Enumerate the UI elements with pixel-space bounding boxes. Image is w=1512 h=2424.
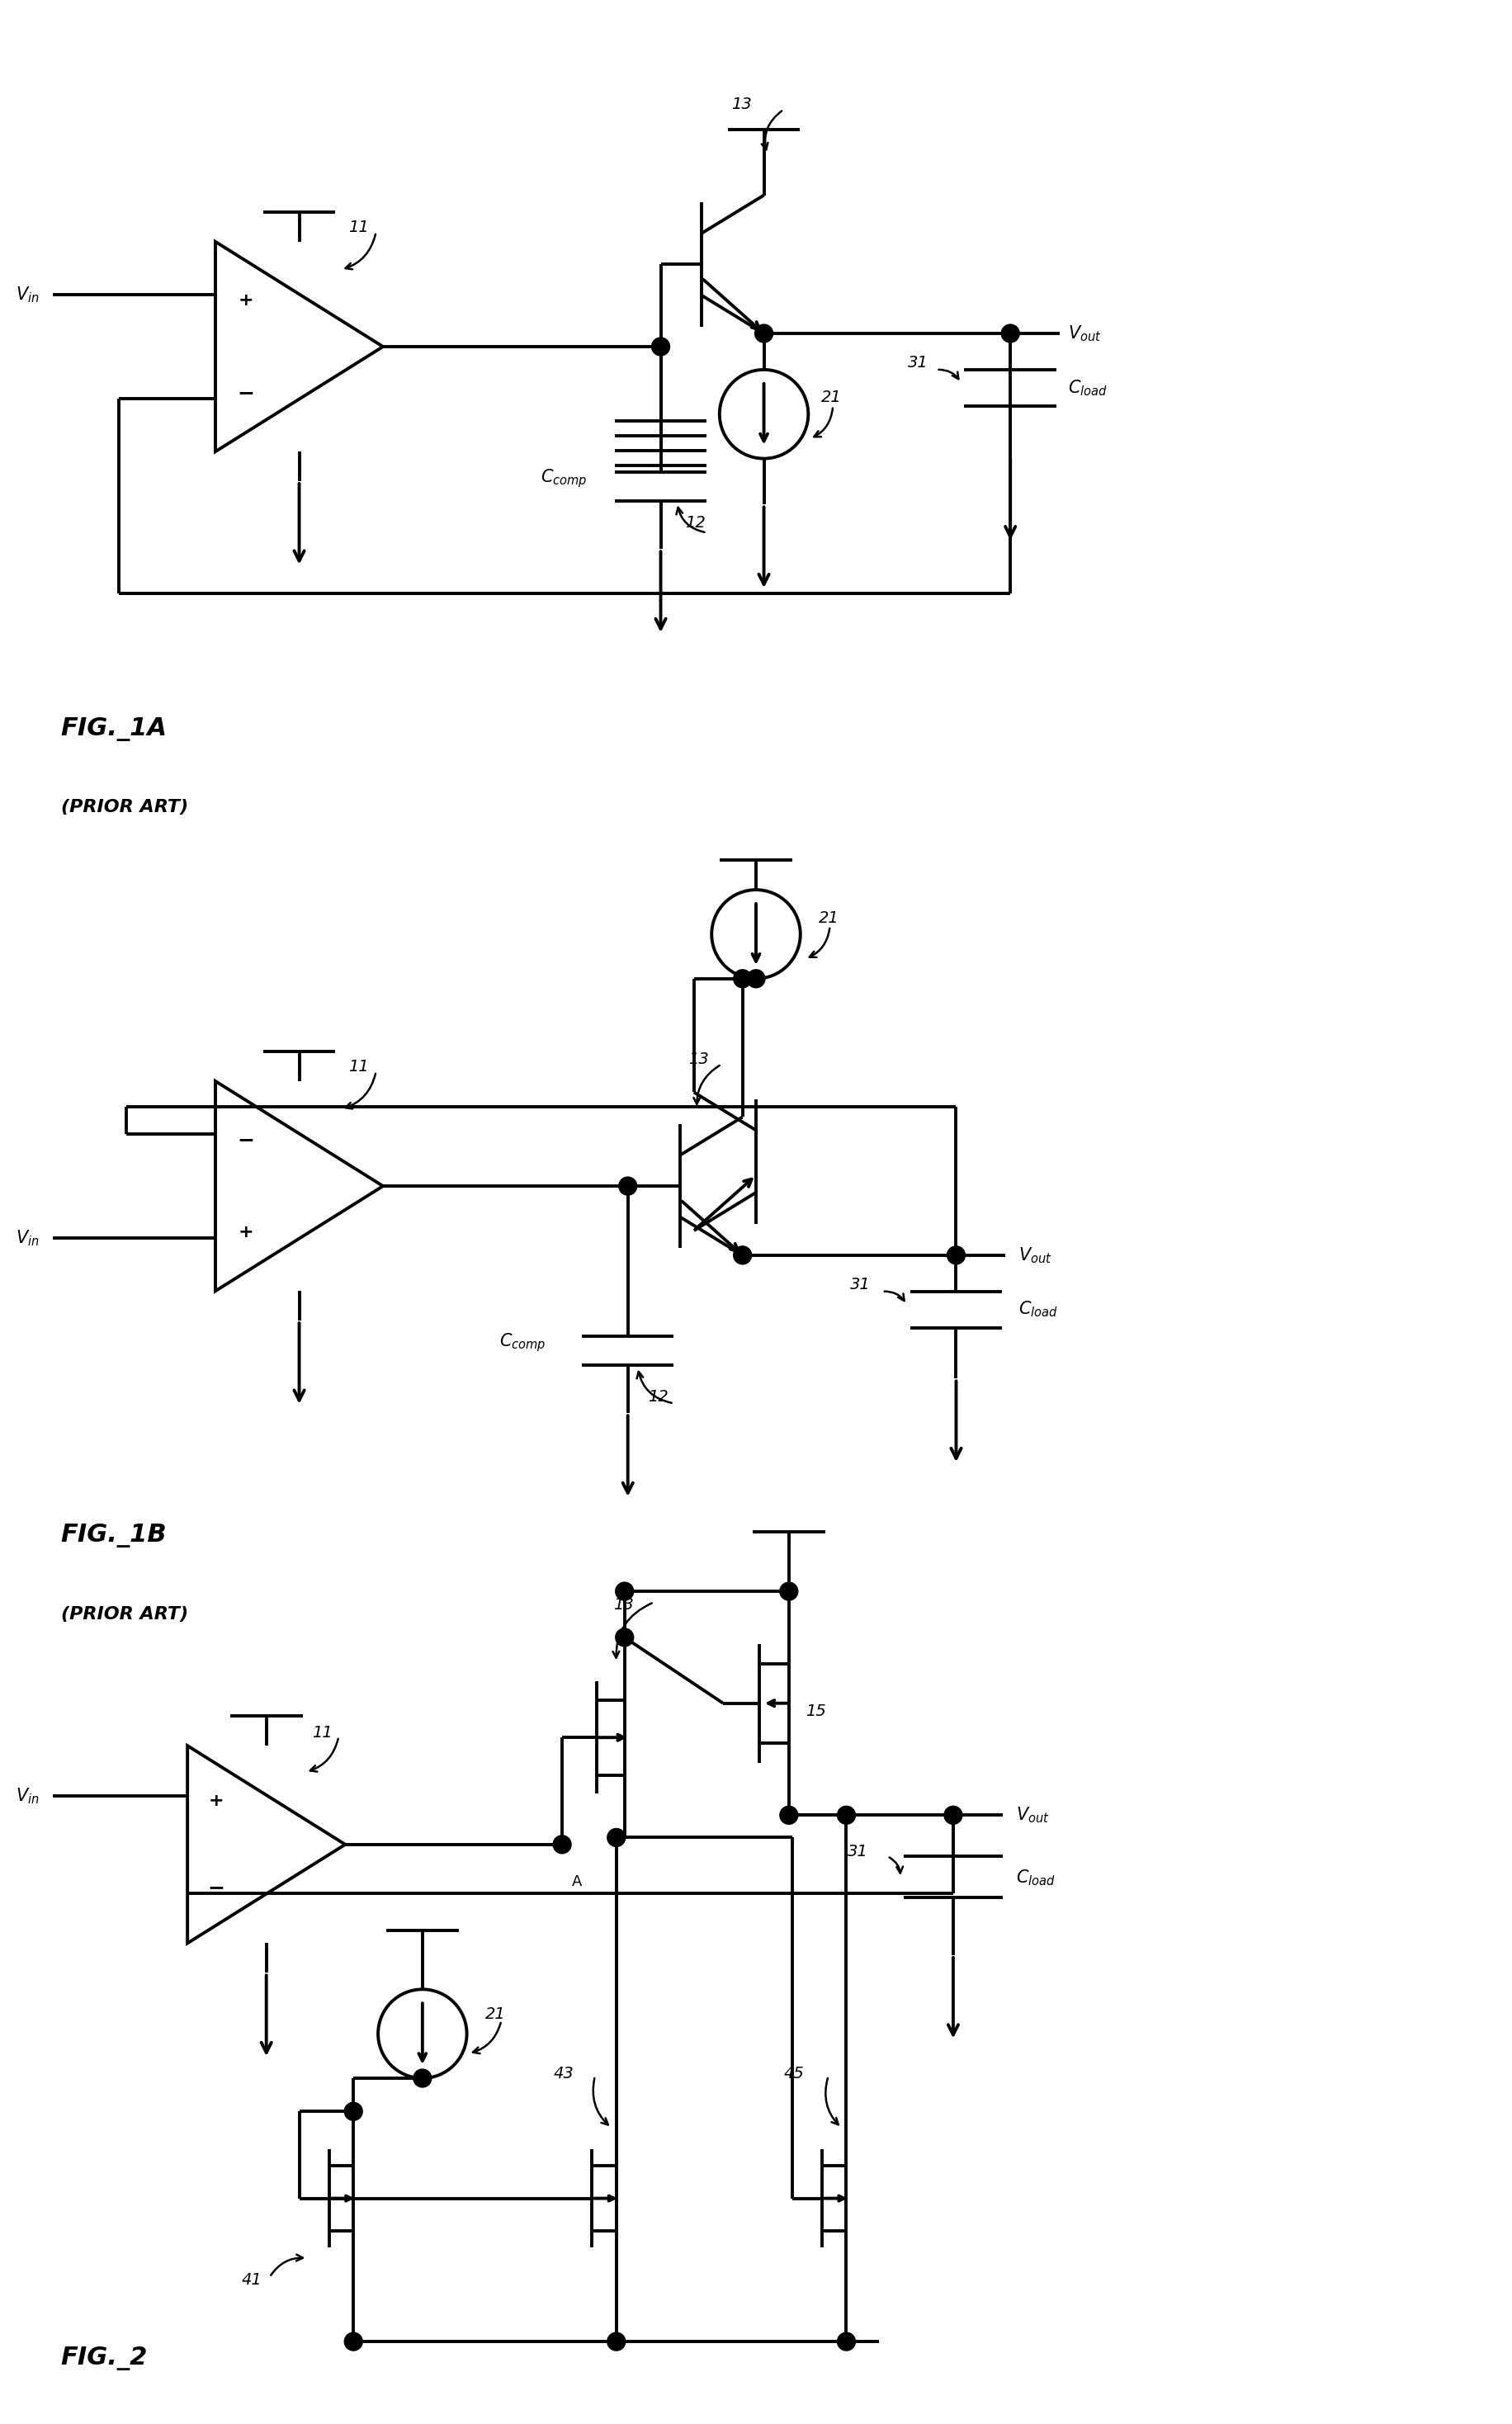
Circle shape <box>413 2070 431 2087</box>
Text: 11: 11 <box>348 1059 369 1074</box>
Circle shape <box>345 2102 363 2121</box>
Circle shape <box>345 2332 363 2351</box>
Text: 21: 21 <box>818 909 839 926</box>
Circle shape <box>838 2332 856 2351</box>
Text: 31: 31 <box>847 1845 868 1859</box>
Text: (PRIOR ART): (PRIOR ART) <box>60 800 187 817</box>
Text: 12: 12 <box>685 514 706 531</box>
Text: $C_{load}$: $C_{load}$ <box>1067 378 1107 398</box>
Text: $C_{load}$: $C_{load}$ <box>1019 1299 1058 1319</box>
Circle shape <box>615 1629 634 1646</box>
Text: 11: 11 <box>313 1726 333 1740</box>
Circle shape <box>615 1583 634 1600</box>
Circle shape <box>780 1583 798 1600</box>
Text: 11: 11 <box>348 221 369 235</box>
Circle shape <box>608 1828 626 1847</box>
Text: 13: 13 <box>730 97 751 112</box>
Text: 21: 21 <box>485 2007 505 2022</box>
Text: +: + <box>209 1794 224 1808</box>
Text: 15: 15 <box>806 1704 826 1719</box>
Circle shape <box>618 1178 637 1195</box>
Text: FIG._1B: FIG._1B <box>60 1525 168 1547</box>
Text: +: + <box>239 1224 254 1241</box>
Text: 31: 31 <box>850 1277 871 1292</box>
Text: +: + <box>239 293 254 308</box>
Circle shape <box>733 970 751 987</box>
Text: 13: 13 <box>688 1052 709 1067</box>
Circle shape <box>747 970 765 987</box>
Circle shape <box>780 1806 798 1825</box>
Text: 43: 43 <box>553 2065 575 2082</box>
Text: −: − <box>237 1130 256 1149</box>
Circle shape <box>838 1806 856 1825</box>
Text: FIG._1A: FIG._1A <box>60 718 168 742</box>
Text: −: − <box>207 1879 225 1898</box>
Text: $V_{out}$: $V_{out}$ <box>1019 1246 1052 1265</box>
Circle shape <box>754 325 773 342</box>
Text: $V_{in}$: $V_{in}$ <box>17 1786 39 1806</box>
Text: 13: 13 <box>612 1597 634 1612</box>
Text: $C_{load}$: $C_{load}$ <box>1016 1869 1055 1888</box>
Text: $V_{out}$: $V_{out}$ <box>1067 325 1101 344</box>
Circle shape <box>943 1806 962 1825</box>
Circle shape <box>553 1835 572 1854</box>
Text: 45: 45 <box>783 2065 804 2082</box>
Text: 31: 31 <box>907 356 928 371</box>
Circle shape <box>608 2332 626 2351</box>
Text: 41: 41 <box>242 2271 262 2288</box>
Text: $V_{in}$: $V_{in}$ <box>17 1229 39 1248</box>
Text: 12: 12 <box>647 1389 668 1403</box>
Text: −: − <box>237 383 256 402</box>
Text: $C_{comp}$: $C_{comp}$ <box>540 468 587 490</box>
Circle shape <box>652 337 670 356</box>
Text: FIG._2: FIG._2 <box>60 2346 148 2371</box>
Text: (PRIOR ART): (PRIOR ART) <box>60 1605 187 1622</box>
Circle shape <box>947 1246 965 1265</box>
Text: $V_{out}$: $V_{out}$ <box>1016 1806 1049 1825</box>
Text: 21: 21 <box>821 390 842 405</box>
Circle shape <box>1001 325 1019 342</box>
Text: $V_{in}$: $V_{in}$ <box>17 286 39 305</box>
Text: $C_{comp}$: $C_{comp}$ <box>499 1331 546 1353</box>
Circle shape <box>733 1246 751 1265</box>
Text: A: A <box>572 1874 582 1888</box>
